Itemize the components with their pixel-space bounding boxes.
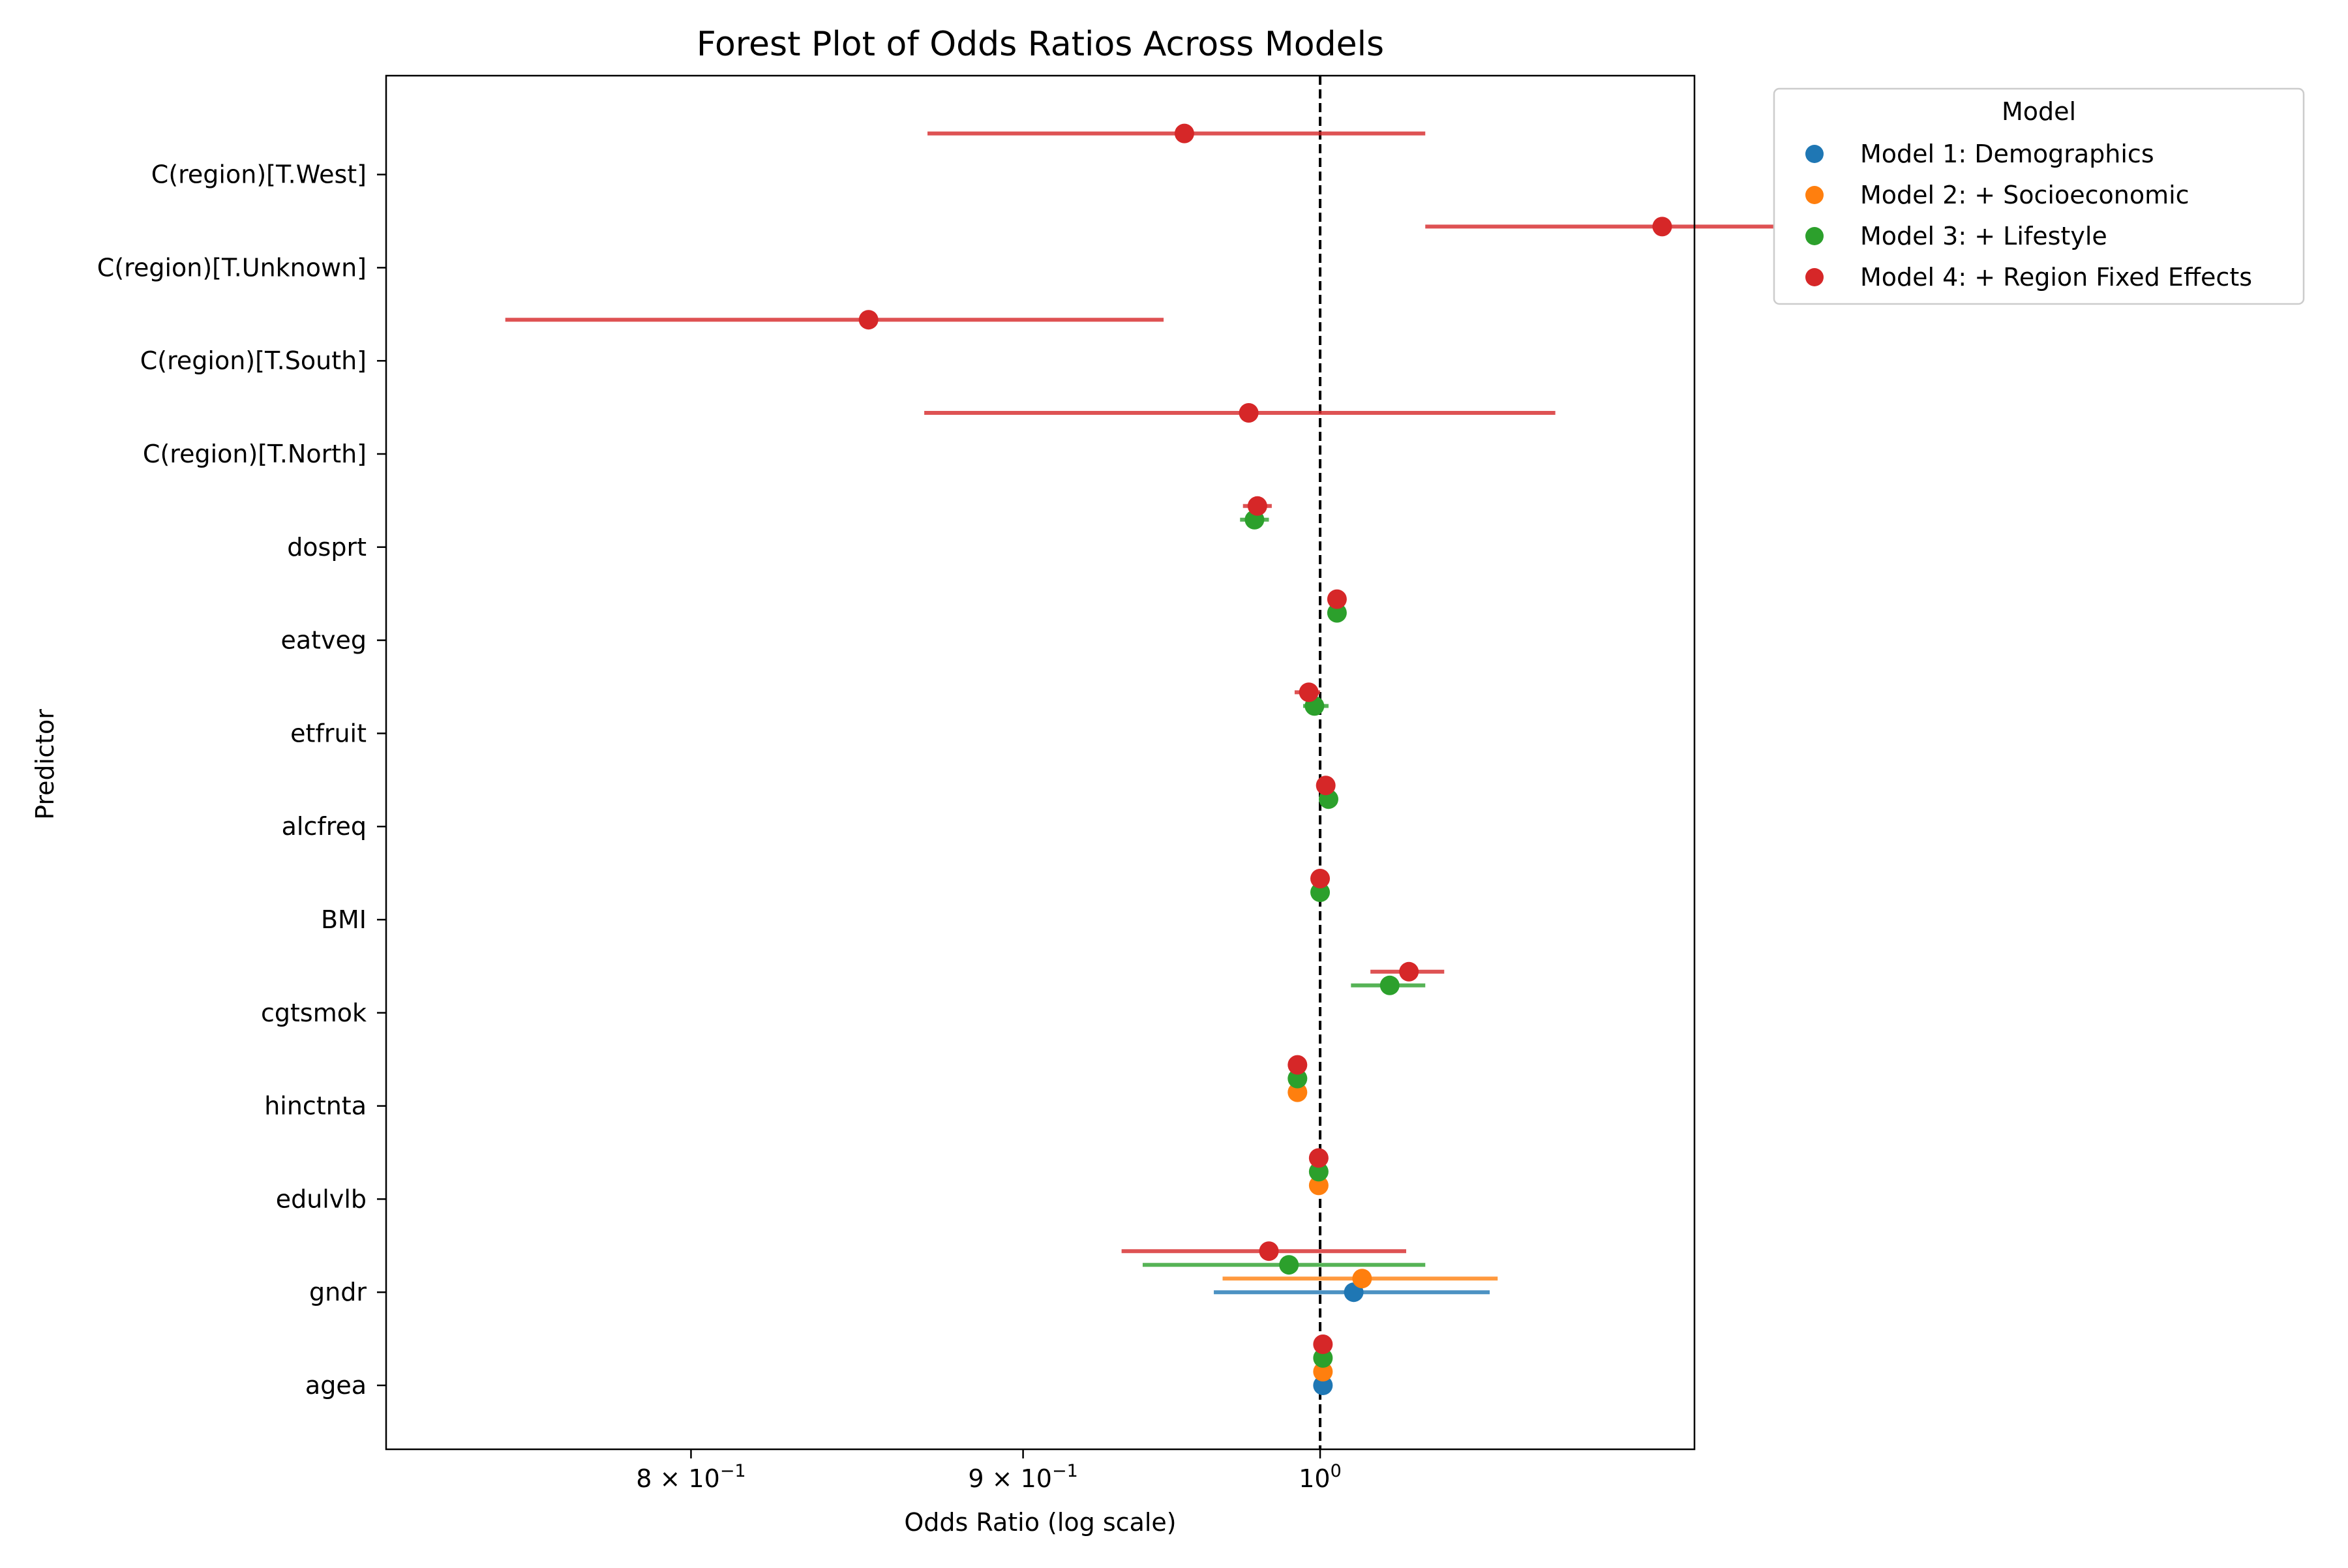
x-tick-label-2: 100 <box>1299 1461 1342 1493</box>
legend-label-model-3: Model 3: + Lifestyle <box>1860 222 2107 250</box>
model-4-point-dosprt <box>1247 496 1267 516</box>
y-tick-label-C(region)[T.North]: C(region)[T.North] <box>143 440 367 468</box>
model-4-point-hinctnta <box>1287 1055 1308 1075</box>
legend-marker-model-4 <box>1805 268 1824 286</box>
y-tick-label-C(region)[T.West]: C(region)[T.West] <box>151 160 367 189</box>
y-tick-label-etfruit: etfruit <box>290 719 367 747</box>
legend-label-model-1: Model 1: Demographics <box>1860 140 2154 168</box>
model-4-point-C(region)[T.North] <box>1239 403 1259 423</box>
model-4-point-C(region)[T.Unknown] <box>1652 217 1672 237</box>
y-tick-label-gndr: gndr <box>309 1278 367 1306</box>
x-axis-label: Odds Ratio (log scale) <box>904 1508 1176 1537</box>
y-tick-label-edulvlb: edulvlb <box>276 1184 367 1213</box>
legend-title: Model <box>2002 97 2076 126</box>
plot-frame <box>385 74 1696 1451</box>
model-3-point-cgtsmok <box>1379 975 1400 995</box>
y-tick-label-C(region)[T.South]: C(region)[T.South] <box>140 346 367 375</box>
y-tick-label-cgtsmok: cgtsmok <box>261 999 367 1027</box>
model-4-point-alcfreq <box>1316 776 1336 796</box>
model-1-point-agea <box>1313 1376 1333 1395</box>
plot-layer: agea gndr edulvlb hinctnta cgtsmok BMI alcfreq… <box>97 74 1899 1493</box>
model-4-point-edulvlb <box>1308 1148 1329 1168</box>
legend-label-model-2: Model 2: + Socioeconomic <box>1860 181 2190 209</box>
legend-marker-model-3 <box>1805 227 1824 245</box>
y-axis-label: Predictor <box>31 709 59 820</box>
y-tick-label-BMI: BMI <box>321 905 367 934</box>
model-3-point-edulvlb <box>1308 1162 1329 1182</box>
model-4-point-BMI <box>1310 869 1331 888</box>
model-2-point-gndr <box>1352 1269 1372 1289</box>
model-4-point-C(region)[T.West] <box>1174 123 1194 143</box>
y-tick-label-hinctnta: hinctnta <box>264 1092 367 1121</box>
y-tick-label-C(region)[T.Unknown]: C(region)[T.Unknown] <box>97 253 367 282</box>
y-tick-label-alcfreq: alcfreq <box>282 812 367 841</box>
y-tick-label-agea: agea <box>305 1371 367 1400</box>
model-3-point-hinctnta <box>1287 1068 1308 1089</box>
legend-marker-model-2 <box>1805 186 1824 204</box>
y-tick-label-dosprt: dosprt <box>287 533 367 562</box>
model-4-point-eatveg <box>1327 589 1347 609</box>
model-3-point-agea <box>1313 1348 1333 1368</box>
y-tick-label-eatveg: eatveg <box>280 626 367 655</box>
model-3-point-BMI <box>1310 882 1331 902</box>
model-3-point-eatveg <box>1327 603 1347 623</box>
legend-box <box>1773 87 2305 305</box>
model-3-point-gndr <box>1279 1255 1299 1275</box>
model-2-point-hinctnta <box>1287 1082 1308 1102</box>
model-4-point-agea <box>1313 1334 1333 1354</box>
model-4-point-etfruit <box>1299 682 1319 702</box>
x-tick-label-1: 9 × 10−1 <box>968 1461 1077 1493</box>
legend-marker-model-1 <box>1805 145 1824 163</box>
chart-title: Forest Plot of Odds Ratios Across Models <box>697 25 1384 64</box>
legend: Model Model 1: Demographics Model 2: + Soc… <box>1773 87 2305 305</box>
x-tick-label-0: 8 × 10−1 <box>636 1461 745 1493</box>
legend-label-model-4: Model 4: + Region Fixed Effects <box>1860 263 2252 292</box>
model-4-point-C(region)[T.South] <box>858 310 879 330</box>
model-4-point-gndr <box>1259 1241 1279 1261</box>
model-2-point-edulvlb <box>1308 1175 1329 1196</box>
model-2-point-agea <box>1313 1362 1333 1381</box>
model-4-point-cgtsmok <box>1399 961 1419 982</box>
